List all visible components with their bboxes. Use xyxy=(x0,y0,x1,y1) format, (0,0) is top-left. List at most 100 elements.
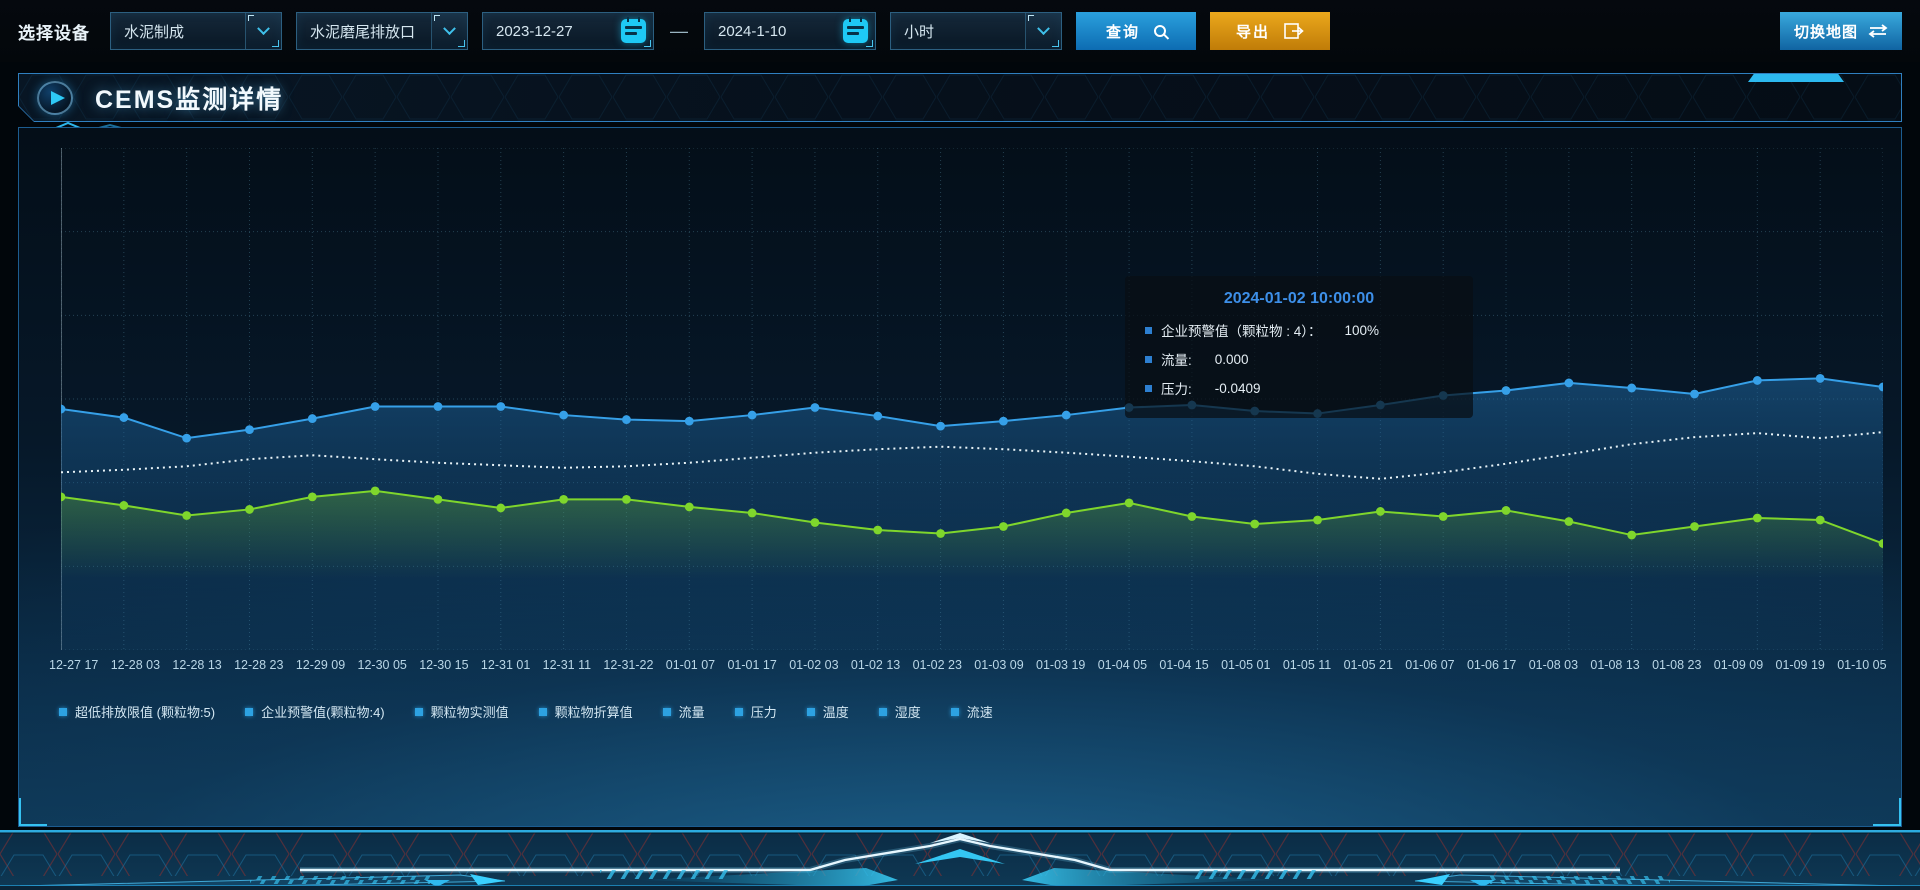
export-button-label: 导出 xyxy=(1235,23,1270,41)
legend-label: 流量 xyxy=(678,705,705,720)
legend-item[interactable]: 颗粒物折算值 xyxy=(538,702,633,721)
line-chart[interactable] xyxy=(61,148,1883,650)
start-date-picker[interactable]: 2023-12-27 xyxy=(482,12,654,50)
x-axis-label: 01-03 19 xyxy=(1036,658,1086,672)
footer-decoration xyxy=(0,830,1920,890)
legend-label: 超低排放限值 (颗粒物:5) xyxy=(75,705,216,720)
data-point xyxy=(370,486,380,496)
x-axis-label: 12-29 09 xyxy=(295,658,346,672)
x-axis-label: 01-02 13 xyxy=(850,658,901,672)
data-point xyxy=(1124,498,1134,508)
chevron-cell[interactable] xyxy=(1025,13,1061,49)
start-date-value: 2023-12-27 xyxy=(496,22,573,40)
x-axis-label: 01-05 11 xyxy=(1282,658,1332,672)
panel-title-bar: CEMS监测详情 xyxy=(18,73,1902,122)
legend-marker xyxy=(950,707,959,716)
legend-item[interactable]: 企业预警值(颗粒物:4) xyxy=(245,702,385,721)
data-point xyxy=(1564,517,1574,526)
tooltip-series-marker xyxy=(1145,355,1152,363)
series-area-green xyxy=(61,490,1883,650)
x-axis-label: 12-28 13 xyxy=(172,658,222,672)
x-axis-label: 01-08 23 xyxy=(1652,658,1702,672)
outlet-value: 水泥磨尾排放口 xyxy=(310,23,416,41)
legend-item[interactable]: 颗粒物实测值 xyxy=(414,702,509,721)
legend-item[interactable]: 流速 xyxy=(950,702,993,721)
chevron-cell[interactable] xyxy=(245,13,281,49)
data-point xyxy=(61,404,66,414)
date-range-separator: — xyxy=(670,20,688,41)
end-date-picker[interactable]: 2024-1-10 xyxy=(704,12,876,50)
data-point xyxy=(1752,376,1762,385)
x-axis-label: 01-02 23 xyxy=(912,658,962,672)
data-point xyxy=(433,495,443,504)
device-category-value: 水泥制成 xyxy=(124,23,185,41)
data-point xyxy=(1187,512,1197,521)
legend-marker xyxy=(538,707,547,716)
granularity-select[interactable]: 小时 xyxy=(890,12,1062,50)
x-axis-label: 12-31 11 xyxy=(542,658,592,672)
data-point xyxy=(1375,507,1385,516)
legend-item[interactable]: 湿度 xyxy=(878,702,921,721)
data-point xyxy=(559,410,569,420)
x-axis-label: 01-03 09 xyxy=(974,658,1024,672)
export-button[interactable]: 导出 xyxy=(1210,12,1330,50)
x-axis-label: 12-28 23 xyxy=(234,658,284,672)
data-point xyxy=(119,413,129,422)
data-point xyxy=(496,402,506,411)
x-axis-label: 01-04 15 xyxy=(1159,658,1209,672)
data-point xyxy=(936,529,945,538)
tooltip-row: 企业预警值（颗粒物 : 4）： 100% xyxy=(1145,320,1453,340)
chart-tooltip: 2024-01-02 10:00:00 企业预警值（颗粒物 : 4）： 100% 流… xyxy=(1125,276,1473,418)
tooltip-series-value: -0.0409 xyxy=(1214,380,1261,396)
data-point xyxy=(1627,530,1637,540)
device-category-select[interactable]: 水泥制成 xyxy=(110,12,282,50)
x-axis-label: 01-08 03 xyxy=(1528,658,1579,672)
legend-label: 湿度 xyxy=(894,705,921,720)
legend-label: 流速 xyxy=(966,705,993,720)
legend-marker xyxy=(734,707,743,716)
x-axis-label: 12-28 03 xyxy=(110,658,161,672)
tooltip-timestamp: 2024-01-02 10:00:00 xyxy=(1223,290,1375,307)
legend-item[interactable]: 压力 xyxy=(734,702,777,721)
data-point xyxy=(936,421,945,431)
x-axis-label: 01-06 17 xyxy=(1466,658,1517,672)
tooltip-series-marker xyxy=(1145,326,1152,334)
legend-item[interactable]: 流量 xyxy=(662,702,705,721)
data-point xyxy=(747,508,757,518)
x-axis-label: 01-04 05 xyxy=(1097,658,1148,672)
x-axis-label: 12-30 15 xyxy=(419,658,469,672)
calendar-cell[interactable] xyxy=(835,13,875,49)
data-point xyxy=(1501,506,1511,515)
legend-item[interactable]: 超低排放限值 (颗粒物:5) xyxy=(59,702,215,721)
swap-arrows-icon xyxy=(1868,24,1888,38)
legend-marker xyxy=(806,707,815,716)
data-point xyxy=(873,411,883,421)
x-axis-label: 01-10 05 xyxy=(1837,658,1887,672)
data-point xyxy=(496,503,506,513)
x-axis: 12-27 17 12-28 03 12-28 13 12-28 23 12-29 09… xyxy=(49,658,1887,672)
x-axis-label: 01-09 09 xyxy=(1713,658,1764,672)
data-point xyxy=(370,402,380,411)
data-point xyxy=(307,492,317,502)
calendar-icon xyxy=(620,17,646,43)
titlebar-notch-decoration xyxy=(1748,74,1844,82)
legend-item[interactable]: 温度 xyxy=(806,702,849,721)
chevron-cell[interactable] xyxy=(431,13,467,49)
data-point xyxy=(1815,374,1825,383)
end-date-value: 2024-1-10 xyxy=(718,22,787,40)
data-point xyxy=(307,414,317,423)
calendar-cell[interactable] xyxy=(613,13,653,49)
query-button[interactable]: 查询 xyxy=(1076,12,1196,50)
tooltip-series-label: 压力: xyxy=(1161,382,1192,397)
outlet-select[interactable]: 水泥磨尾排放口 xyxy=(296,12,468,50)
legend-marker xyxy=(878,707,887,716)
data-point xyxy=(1061,508,1071,518)
data-point xyxy=(999,522,1008,531)
tooltip-row: 压力: -0.0409 xyxy=(1145,378,1453,398)
data-point xyxy=(684,502,694,512)
top-toolbar: 选择设备 水泥制成 水泥磨尾排放口 2023-12-27 — 2024-1-10… xyxy=(0,0,1920,62)
data-point xyxy=(61,492,66,502)
tooltip-series-label: 流量: xyxy=(1161,353,1192,368)
switch-map-button[interactable]: 切换地图 xyxy=(1780,12,1902,50)
granularity-value: 小时 xyxy=(904,23,935,41)
